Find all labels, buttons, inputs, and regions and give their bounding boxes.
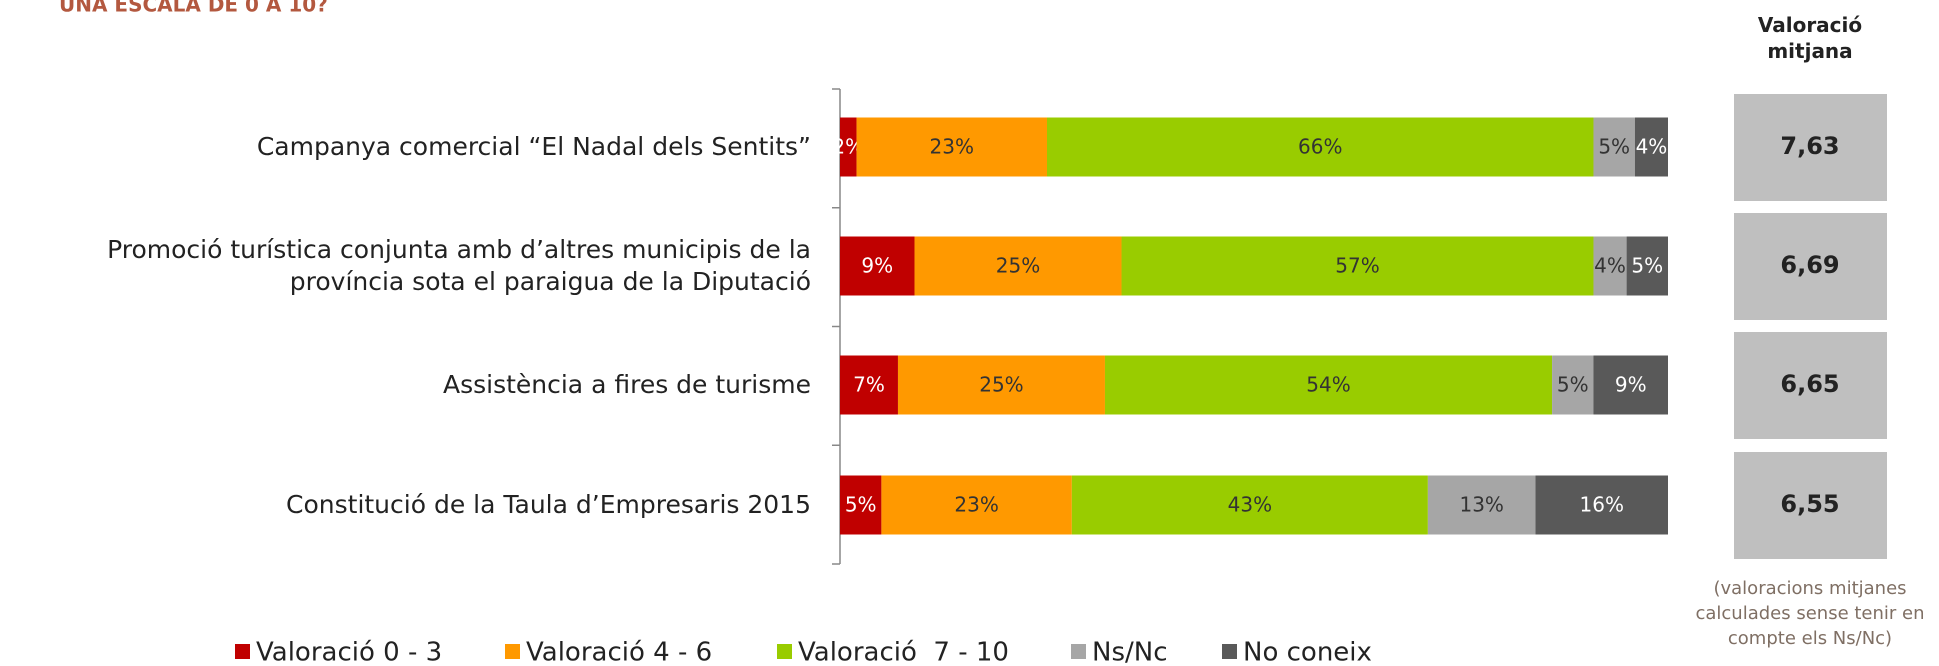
mean-title: Valoració mitjana <box>1757 13 1863 63</box>
bar-segment <box>1104 355 1553 415</box>
mean-box <box>1734 452 1887 559</box>
data-label: 9% <box>861 254 893 278</box>
legend-swatch <box>505 644 520 659</box>
mean-value: 6,69 <box>1780 251 1839 279</box>
category-label: Constitució de la Taula d’Empresaris 201… <box>286 490 811 519</box>
data-label: 9% <box>1615 373 1647 397</box>
data-label: 5% <box>1631 254 1663 278</box>
bar-segment <box>1047 117 1594 177</box>
data-label: 13% <box>1459 493 1503 517</box>
bar-segment <box>840 355 898 415</box>
chart-title: UNA ESCALA DE 0 A 10? <box>59 0 328 17</box>
bar-segment <box>1071 475 1428 535</box>
bar-segment <box>1121 236 1594 296</box>
data-label: 5% <box>1598 135 1630 159</box>
bar-segment <box>1593 117 1635 177</box>
legend-label: Valoració 7 - 10 <box>798 638 1009 666</box>
data-label: 23% <box>954 493 998 517</box>
legend-label: Valoració 4 - 6 <box>526 638 712 666</box>
legend-label: No coneix <box>1243 638 1372 666</box>
data-label: 4% <box>1594 254 1626 278</box>
bar-segment <box>881 475 1072 535</box>
data-label: 23% <box>930 135 974 159</box>
data-label: 16% <box>1580 493 1624 517</box>
data-label: 7% <box>853 373 885 397</box>
bar-segment <box>897 355 1105 415</box>
legend-swatch <box>235 644 250 659</box>
data-label: 54% <box>1306 373 1350 397</box>
legend-label: Ns/Nc <box>1092 638 1168 666</box>
bar-segment <box>840 475 882 535</box>
mean-value: 6,65 <box>1780 370 1839 398</box>
bar-segment <box>1535 475 1668 535</box>
mean-box <box>1734 213 1887 320</box>
data-label: 5% <box>1557 373 1589 397</box>
data-label: 57% <box>1335 254 1379 278</box>
data-label: 25% <box>996 254 1040 278</box>
category-label: Campanya comercial “El Nadal dels Sentit… <box>256 132 811 161</box>
bar-segment <box>840 236 915 296</box>
category-label: Promoció turística conjunta amb d’altres… <box>107 235 811 296</box>
bar-segment <box>1593 236 1627 296</box>
bar-segment <box>1634 117 1668 177</box>
bar-segment <box>914 236 1122 296</box>
data-label: 5% <box>845 493 877 517</box>
mean-value: 6,55 <box>1780 490 1839 518</box>
mean-note: (valoracions mitjanes calculades sense t… <box>1695 578 1925 649</box>
bar-segment <box>856 117 1047 177</box>
legend-swatch <box>777 644 792 659</box>
data-label: 25% <box>979 373 1023 397</box>
legend-label: Valoració 0 - 3 <box>256 638 442 666</box>
legend-swatch <box>1222 644 1237 659</box>
category-label: Assistència a fires de turisme <box>442 370 811 399</box>
bar-segment <box>1552 355 1594 415</box>
bar-segment <box>840 117 857 177</box>
legend-swatch <box>1071 644 1086 659</box>
data-label: 43% <box>1228 493 1272 517</box>
mean-box <box>1734 94 1887 201</box>
bar-segment <box>1427 475 1536 535</box>
data-label: 4% <box>1636 135 1668 159</box>
mean-box <box>1734 332 1887 439</box>
mean-value: 7,63 <box>1780 132 1839 160</box>
bar-segment <box>1626 236 1668 296</box>
bar-segment <box>1593 355 1668 415</box>
data-label: 66% <box>1298 135 1342 159</box>
